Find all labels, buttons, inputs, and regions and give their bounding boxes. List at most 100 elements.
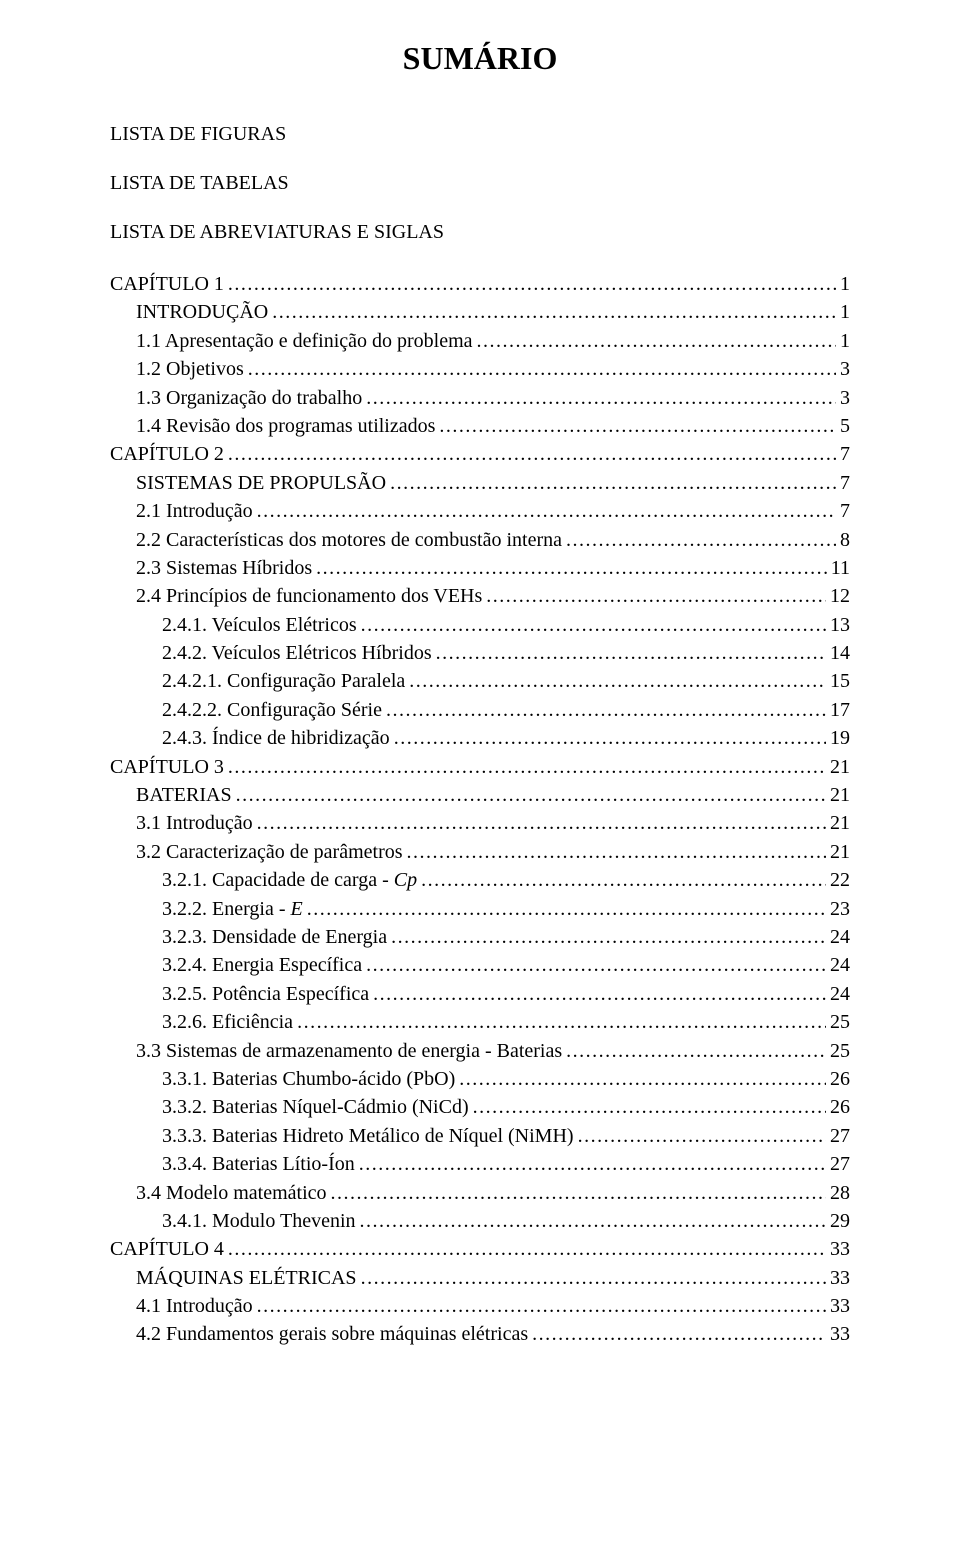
toc-dots: [228, 440, 836, 468]
toc-row: 2.4.2.1. Configuração Paralela 15: [110, 667, 850, 695]
toc-dots: [236, 781, 826, 809]
toc-row: 3.2.3. Densidade de Energia24: [110, 923, 850, 951]
toc-label: 2.4.2. Veículos Elétricos Híbridos: [162, 639, 432, 667]
toc-row: 1.2 Objetivos 3: [110, 355, 850, 383]
toc-page: 17: [830, 696, 850, 724]
toc-page: 26: [830, 1065, 850, 1093]
toc-page: 7: [840, 469, 850, 497]
toc-dots: [386, 696, 826, 724]
toc-dots: [360, 1207, 826, 1235]
toc-page: 19: [830, 724, 850, 752]
toc-row: 3.4.1. Modulo Thevenin 29: [110, 1207, 850, 1235]
toc-page: 14: [830, 639, 850, 667]
toc-page: 26: [830, 1093, 850, 1121]
toc-dots: [373, 980, 826, 1008]
toc-dots: [331, 1179, 826, 1207]
toc-dots: [486, 582, 826, 610]
toc-page: 29: [830, 1207, 850, 1235]
toc-row: 3.1 Introdução21: [110, 809, 850, 837]
toc-page: 15: [830, 667, 850, 695]
toc-row: 4.1 Introdução33: [110, 1292, 850, 1320]
toc-label: 1.3 Organização do trabalho: [136, 384, 362, 412]
toc-page: 28: [830, 1179, 850, 1207]
toc-label: 3.4 Modelo matemático: [136, 1179, 327, 1207]
toc-page: 21: [830, 781, 850, 809]
toc-row: 2.3 Sistemas Híbridos 11: [110, 554, 850, 582]
toc-label: 1.2 Objetivos: [136, 355, 244, 383]
toc-page: 33: [830, 1235, 850, 1263]
toc-label: 3.3 Sistemas de armazenamento de energia…: [136, 1037, 562, 1065]
toc-label: 2.4.3. Índice de hibridização: [162, 724, 390, 752]
toc-page: 12: [830, 582, 850, 610]
toc-dots: [257, 497, 836, 525]
toc-page: 24: [830, 980, 850, 1008]
toc-dots: [390, 469, 836, 497]
section-heading: LISTA DE FIGURAS: [110, 123, 850, 146]
toc-dots: [359, 1150, 826, 1178]
toc-label: 3.1 Introdução: [136, 809, 253, 837]
toc-row: 1.4 Revisão dos programas utilizados5: [110, 412, 850, 440]
toc-page: 1: [840, 298, 850, 326]
toc-label: 2.1 Introdução: [136, 497, 253, 525]
toc-row: 2.4.2. Veículos Elétricos Híbridos 14: [110, 639, 850, 667]
toc-label: 3.4.1. Modulo Thevenin: [162, 1207, 356, 1235]
toc-dots: [307, 895, 826, 923]
toc-page: 25: [830, 1037, 850, 1065]
toc-dots: [272, 298, 836, 326]
toc-label: 2.4.1. Veículos Elétricos: [162, 611, 357, 639]
toc-dots: [409, 667, 826, 695]
toc-label: CAPÍTULO 4: [110, 1235, 224, 1263]
toc-label: 1.4 Revisão dos programas utilizados: [136, 412, 435, 440]
toc-page: 27: [830, 1122, 850, 1150]
toc-page: 7: [840, 440, 850, 468]
toc-page: 24: [830, 923, 850, 951]
toc-label: INTRODUÇÃO: [136, 298, 268, 326]
toc-row: 2.4.3. Índice de hibridização 19: [110, 724, 850, 752]
toc-dots: [228, 270, 836, 298]
toc-label: CAPÍTULO 3: [110, 753, 224, 781]
toc-page: 1: [840, 327, 850, 355]
toc-label: 3.2.4. Energia Específica: [162, 951, 362, 979]
toc-label: CAPÍTULO 2: [110, 440, 224, 468]
toc-dots: [228, 1235, 826, 1263]
toc-page: 22: [830, 866, 850, 894]
toc-label: BATERIAS: [136, 781, 232, 809]
toc-label: 3.2.6. Eficiência: [162, 1008, 293, 1036]
toc-row: 3.2.4. Energia Específica24: [110, 951, 850, 979]
toc-row: 2.4.2.2. Configuração Série17: [110, 696, 850, 724]
toc-page: 33: [830, 1264, 850, 1292]
toc-label: 2.2 Características dos motores de combu…: [136, 526, 562, 554]
toc-row: 3.3 Sistemas de armazenamento de energia…: [110, 1037, 850, 1065]
toc-label: 3.3.2. Baterias Níquel-Cádmio (NiCd): [162, 1093, 469, 1121]
toc-row: 1.1 Apresentação e definição do problema…: [110, 327, 850, 355]
toc-page: 3: [840, 355, 850, 383]
toc-row: CAPÍTULO 3 21: [110, 753, 850, 781]
toc-page: 21: [830, 753, 850, 781]
toc-dots: [421, 866, 826, 894]
toc-label: 1.1 Apresentação e definição do problema: [136, 327, 473, 355]
toc-page: 11: [831, 554, 850, 582]
toc-row: CAPÍTULO 4 33: [110, 1235, 850, 1263]
section-heading: LISTA DE TABELAS: [110, 172, 850, 195]
toc-label: 2.3 Sistemas Híbridos: [136, 554, 312, 582]
toc-row: MÁQUINAS ELÉTRICAS33: [110, 1264, 850, 1292]
headings-block: LISTA DE FIGURAS LISTA DE TABELAS LISTA DE…: [110, 123, 850, 244]
toc-row: SISTEMAS DE PROPULSÃO7: [110, 469, 850, 497]
toc-page: 25: [830, 1008, 850, 1036]
toc-page: 33: [830, 1320, 850, 1348]
toc-dots: [436, 639, 826, 667]
toc-row: 2.4.1. Veículos Elétricos13: [110, 611, 850, 639]
toc-row: 3.3.4. Baterias Lítio-Íon27: [110, 1150, 850, 1178]
toc-dots: [473, 1093, 826, 1121]
toc-row: CAPÍTULO 2 7: [110, 440, 850, 468]
toc-label: 2.4.2.1. Configuração Paralela: [162, 667, 405, 695]
section-heading: LISTA DE ABREVIATURAS E SIGLAS: [110, 221, 850, 244]
toc-row: 3.3.2. Baterias Níquel-Cádmio (NiCd) 26: [110, 1093, 850, 1121]
toc-label: 3.3.4. Baterias Lítio-Íon: [162, 1150, 355, 1178]
toc-page: 8: [840, 526, 850, 554]
toc-page: 7: [840, 497, 850, 525]
toc-row: 3.2 Caracterização de parâmetros21: [110, 838, 850, 866]
toc-row: 3.3.1. Baterias Chumbo-ácido (PbO)26: [110, 1065, 850, 1093]
toc-label-italic: Cp: [394, 869, 417, 891]
toc-dots: [366, 951, 826, 979]
